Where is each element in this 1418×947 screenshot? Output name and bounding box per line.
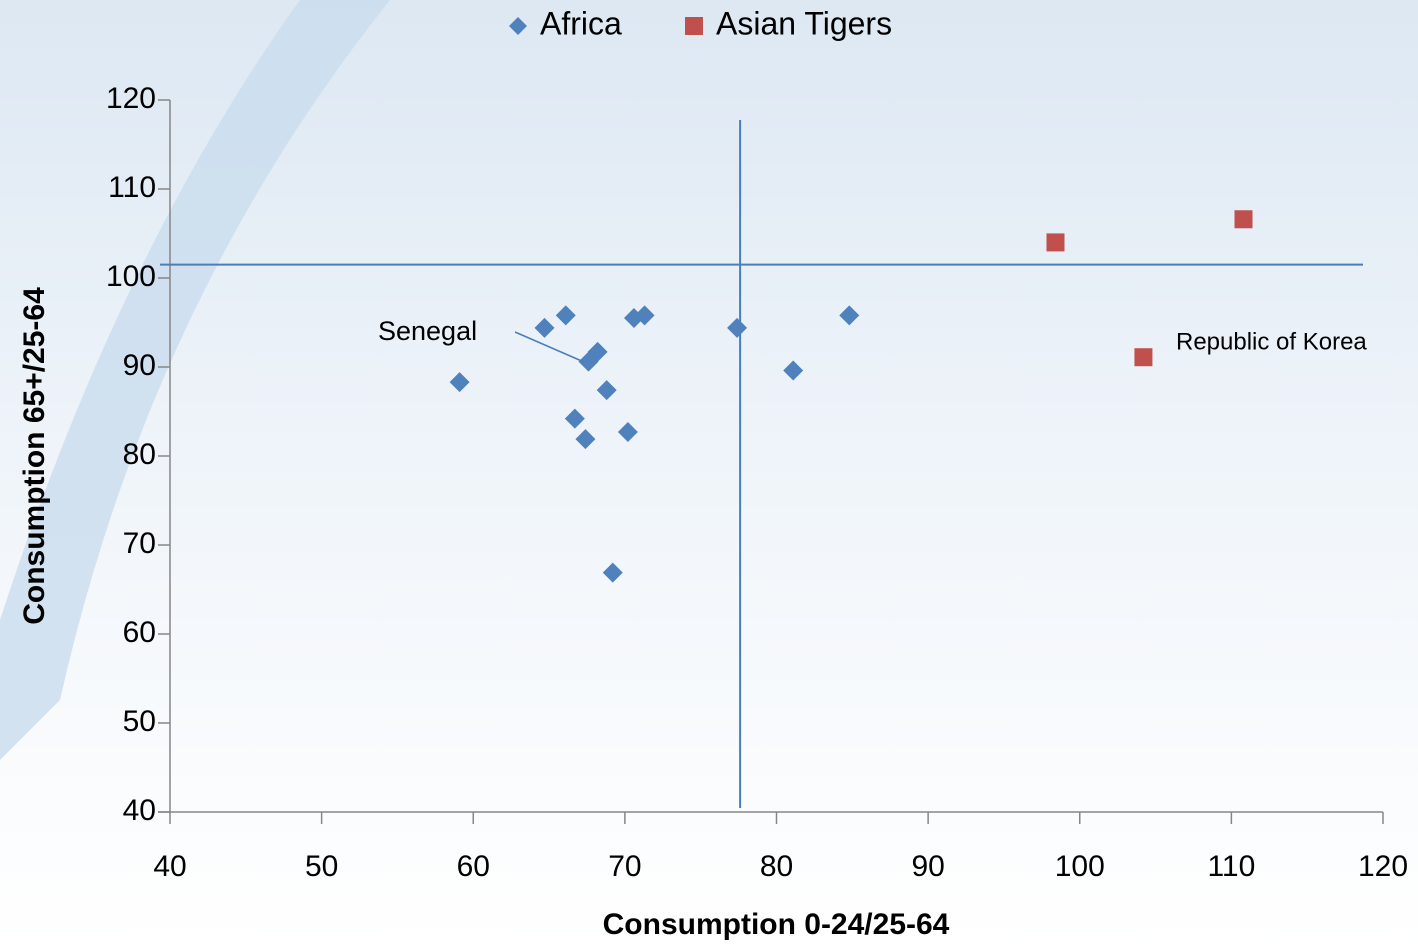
data-point <box>839 305 860 326</box>
data-point <box>596 380 617 401</box>
y-tick-label: 50 <box>123 705 156 738</box>
x-axis-label: Consumption 0-24/25-64 <box>603 908 950 941</box>
data-point <box>727 317 748 338</box>
annotation: Senegal <box>378 316 477 346</box>
x-tick-label: 100 <box>1055 850 1105 883</box>
annotation: Republic of Korea <box>1176 328 1367 355</box>
y-tick-label: 90 <box>123 349 156 382</box>
y-tick-label: 120 <box>106 82 156 115</box>
legend-label: Asian Tigers <box>716 5 892 41</box>
x-tick-label: 90 <box>911 850 944 883</box>
data-point <box>634 305 655 326</box>
annotation-leader <box>514 331 585 363</box>
x-tick-label: 110 <box>1207 850 1255 883</box>
x-tick-label: 60 <box>457 850 490 883</box>
x-tick-label: 80 <box>760 850 793 883</box>
x-tick-label: 40 <box>153 850 186 883</box>
data-point <box>617 421 638 442</box>
legend-marker <box>685 17 703 35</box>
x-tick-label: 120 <box>1358 850 1408 883</box>
legend-label: Africa <box>540 5 622 41</box>
data-point <box>555 305 576 326</box>
y-tick-label: 40 <box>123 794 156 827</box>
y-axis-label: Consumption 65+/25-64 <box>18 287 51 625</box>
x-tick-label: 50 <box>305 850 338 883</box>
data-point <box>1234 210 1253 229</box>
data-point <box>534 317 555 338</box>
decor-swoosh <box>0 0 390 760</box>
legend-marker <box>509 17 527 35</box>
x-tick-label: 70 <box>608 850 641 883</box>
data-point <box>564 408 585 429</box>
data-point <box>602 562 623 583</box>
y-tick-label: 110 <box>108 171 156 204</box>
y-tick-label: 70 <box>123 527 156 560</box>
y-tick-label: 80 <box>123 438 156 471</box>
data-point <box>587 341 608 362</box>
data-point <box>1134 348 1153 367</box>
data-point <box>575 429 596 450</box>
y-tick-label: 100 <box>106 260 156 293</box>
y-tick-label: 60 <box>123 616 156 649</box>
data-point <box>449 372 470 393</box>
data-point <box>1046 233 1065 252</box>
data-point <box>783 360 804 381</box>
